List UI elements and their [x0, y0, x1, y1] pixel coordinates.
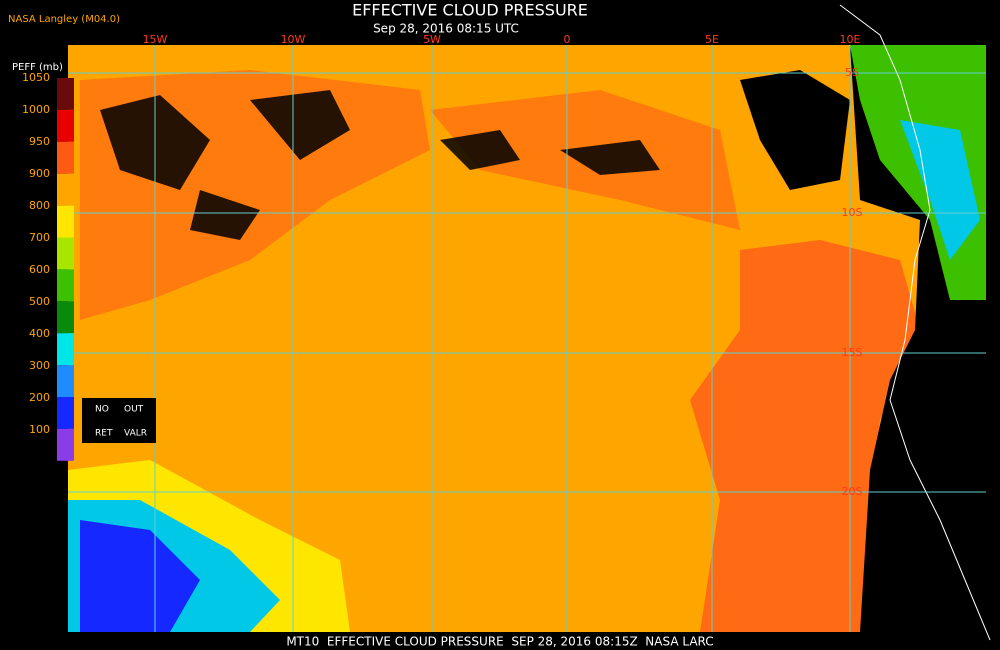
colorbar-swatch	[57, 333, 74, 366]
colorbar-swatch	[57, 205, 74, 238]
no-data-label: OUT	[124, 405, 144, 415]
longitude-label: 10W	[281, 33, 306, 46]
colorbar: 1050 1000 950 900 800 700 600 500 400 300 200 100	[22, 71, 74, 461]
colorbar-swatch	[57, 141, 74, 174]
colorbar-tick-label: 700	[29, 231, 50, 244]
colorbar-tick-label: 1050	[22, 71, 50, 84]
colorbar-tick-label: 300	[29, 359, 50, 372]
longitude-label: 10E	[840, 33, 861, 46]
no-data-label: VALR	[124, 429, 147, 439]
no-data-label: NO	[95, 405, 109, 415]
longitude-label: 5E	[705, 33, 719, 46]
colorbar-swatch	[57, 109, 74, 142]
latitude-label: 10S	[842, 206, 863, 219]
colorbar-swatch	[57, 428, 74, 461]
colorbar-swatch	[57, 269, 74, 302]
colorbar-swatch	[57, 78, 74, 110]
no-data-box	[82, 398, 156, 443]
deep-cloud-region	[80, 520, 200, 632]
high-cloud-patches	[100, 90, 660, 240]
latitude-label: 20S	[842, 485, 863, 498]
colorbar-swatch	[57, 397, 74, 429]
imagery	[68, 4, 991, 641]
longitude-label: 0	[564, 33, 571, 46]
colorbar-tick-label: 100	[29, 423, 50, 436]
source-label: NASA Langley (M04.0)	[8, 14, 120, 25]
colorbar-tick-label: 950	[29, 135, 50, 148]
latitude-label: 15S	[842, 346, 863, 359]
colorbar-tick-label: 600	[29, 263, 50, 276]
low-cloud-region	[690, 240, 920, 632]
colorbar-swatch	[57, 365, 74, 397]
colorbar-tick-label: 800	[29, 199, 50, 212]
graticule: 15W 10W 5W 0 5E 10E 5S 10S 15S 20S	[68, 33, 986, 632]
no-data-label: RET	[95, 429, 113, 439]
land-cloud	[900, 120, 980, 260]
colorbar-tick-label: 1000	[22, 103, 50, 116]
colorbar-tick-label: 400	[29, 327, 50, 340]
colorbar-tick-label: 200	[29, 391, 50, 404]
colorbar-swatch	[57, 237, 74, 270]
colorbar-tick-label: 500	[29, 295, 50, 308]
colorbar-swatch	[57, 173, 74, 206]
longitude-label: 15W	[143, 33, 168, 46]
colorbar-label: PEFF (mb)	[12, 62, 63, 73]
colorbar-swatch	[57, 301, 74, 334]
longitude-label: 5W	[423, 33, 441, 46]
subtitle: Sep 28, 2016 08:15 UTC	[373, 22, 519, 36]
footer: MT10 EFFECTIVE CLOUD PRESSURE SEP 28, 20…	[286, 635, 713, 649]
colorbar-tick-label: 900	[29, 167, 50, 180]
latitude-label: 5S	[845, 66, 859, 79]
title: EFFECTIVE CLOUD PRESSURE	[352, 1, 588, 20]
